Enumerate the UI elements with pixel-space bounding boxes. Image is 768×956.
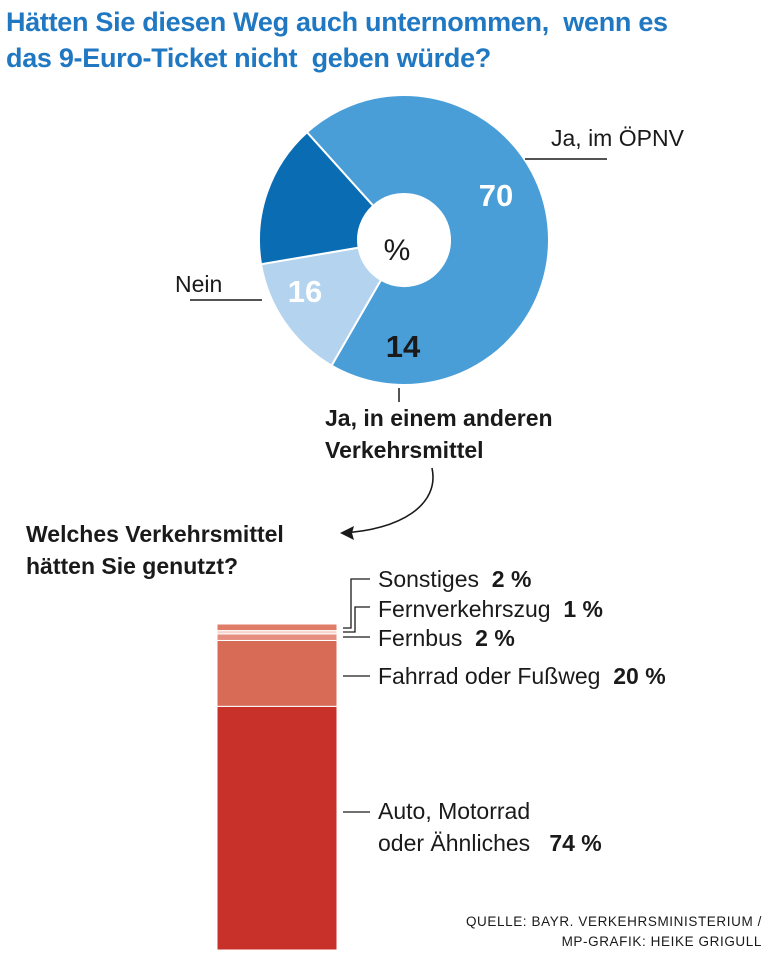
bar-label-fernverkehrszug: Fernverkehrszug 1 % <box>378 595 603 623</box>
arrow-head-icon <box>340 526 354 540</box>
bar-label-fahrrad: Fahrrad oder Fußweg 20 % <box>378 662 666 690</box>
slice-nein <box>258 130 375 266</box>
bar-label-fernbus-name: Fernbus <box>378 625 463 651</box>
bar-label-fernverkehrszug-value: 1 % <box>563 596 603 622</box>
arrow-curve <box>341 467 434 534</box>
label-other-line-2: Verkehrsmittel <box>325 437 484 463</box>
bar-label-auto-value: 74 % <box>549 830 602 856</box>
slice-other <box>259 246 383 367</box>
title-line-1: Hätten Sie diesen Weg auch unternommen, … <box>6 7 668 37</box>
chart-title: Hätten Sie diesen Weg auch unternommen, … <box>6 4 766 76</box>
segment-fernbus <box>216 633 338 641</box>
source-line-2: MP-GRAFIK: HEIKE GRIGULL <box>561 934 762 949</box>
bar-label-fahrrad-name: Fahrrad oder Fußweg <box>378 663 601 689</box>
bar-question-line-1: Welches Verkehrsmittel <box>26 521 284 547</box>
segment-fahrrad <box>216 639 338 707</box>
bar-label-fernbus: Fernbus 2 % <box>378 624 515 652</box>
bar-label-sonstiges-value: 2 % <box>491 566 532 592</box>
slice-opnv <box>305 94 550 386</box>
bar-label-fernverkehrszug-name: Fernverkehrszug <box>378 596 551 622</box>
segment-sonstiges <box>216 623 338 632</box>
source-line-1: QUELLE: BAYR. VERKEHRSMINISTERIUM / <box>465 914 762 929</box>
source-note: QUELLE: BAYR. VERKEHRSMINISTERIUM / MP-G… <box>466 912 762 952</box>
stacked-bar <box>216 623 338 951</box>
title-line-2: das 9-Euro-Ticket nicht geben würde? <box>6 43 491 73</box>
bar-label-sonstiges-name: Sonstiges <box>378 566 480 592</box>
segment-auto <box>216 705 338 951</box>
bar-label-auto-line-2-wrap: oder Ähnliches 74 % <box>378 829 602 857</box>
pie-center-label: % <box>384 234 411 267</box>
leader-line-fernverkehrszug <box>343 606 370 633</box>
donut-chart <box>258 94 550 386</box>
bar-label-fernbus-value: 2 % <box>475 625 515 651</box>
bar-label-auto-line-1: Auto, Motorrad <box>378 798 531 824</box>
pie-value-nein: 16 <box>288 274 322 309</box>
pie-value-opnv: 70 <box>479 178 513 213</box>
label-opnv: Ja, im ÖPNV <box>551 125 684 151</box>
label-nein: Nein <box>175 271 223 297</box>
label-other-line-1: Ja, in einem anderen <box>325 405 553 431</box>
bar-label-fahrrad-value: 20 % <box>613 663 666 689</box>
leader-line-sonstiges <box>343 578 370 629</box>
pie-value-other: 14 <box>386 329 421 364</box>
bar-question-line-2: hätten Sie genutzt? <box>26 553 239 579</box>
bar-label-auto-line-2: oder Ähnliches <box>378 830 531 856</box>
bar-label-sonstiges: Sonstiges 2 % <box>378 565 531 593</box>
